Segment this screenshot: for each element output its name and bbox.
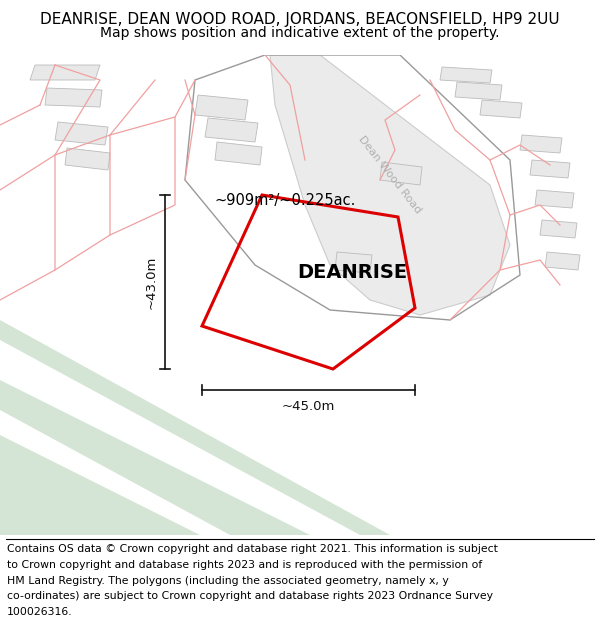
Text: DEANRISE: DEANRISE (297, 264, 407, 282)
Text: co-ordinates) are subject to Crown copyright and database rights 2023 Ordnance S: co-ordinates) are subject to Crown copyr… (7, 591, 493, 601)
Polygon shape (0, 320, 390, 535)
Text: ~45.0m: ~45.0m (282, 399, 335, 412)
Polygon shape (335, 252, 372, 273)
Polygon shape (540, 220, 577, 238)
Polygon shape (380, 162, 422, 185)
Polygon shape (535, 190, 574, 208)
Polygon shape (0, 340, 360, 535)
Polygon shape (545, 252, 580, 270)
Text: ~909m²/~0.225ac.: ~909m²/~0.225ac. (215, 192, 356, 208)
Polygon shape (45, 88, 102, 107)
Polygon shape (480, 100, 522, 118)
Polygon shape (65, 148, 110, 170)
Text: DEANRISE, DEAN WOOD ROAD, JORDANS, BEACONSFIELD, HP9 2UU: DEANRISE, DEAN WOOD ROAD, JORDANS, BEACO… (40, 12, 560, 27)
Text: Map shows position and indicative extent of the property.: Map shows position and indicative extent… (100, 26, 500, 39)
Text: Dean Wood Road: Dean Wood Road (357, 134, 423, 216)
Polygon shape (270, 55, 510, 315)
Polygon shape (530, 160, 570, 178)
Text: 100026316.: 100026316. (7, 607, 73, 617)
Polygon shape (455, 82, 502, 100)
Polygon shape (440, 67, 492, 83)
Polygon shape (520, 135, 562, 153)
Text: HM Land Registry. The polygons (including the associated geometry, namely x, y: HM Land Registry. The polygons (includin… (7, 576, 449, 586)
Polygon shape (30, 65, 100, 80)
Text: Contains OS data © Crown copyright and database right 2021. This information is : Contains OS data © Crown copyright and d… (7, 544, 498, 554)
Polygon shape (0, 410, 230, 535)
Polygon shape (55, 122, 108, 145)
Text: to Crown copyright and database rights 2023 and is reproduced with the permissio: to Crown copyright and database rights 2… (7, 560, 482, 570)
Polygon shape (205, 118, 258, 142)
Polygon shape (215, 142, 262, 165)
Text: ~43.0m: ~43.0m (145, 255, 157, 309)
Polygon shape (195, 95, 248, 120)
